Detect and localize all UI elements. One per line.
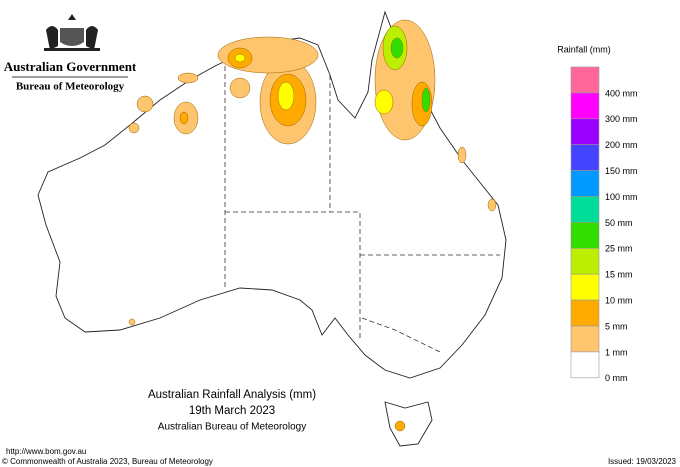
legend-swatch	[570, 273, 600, 301]
legend-label: 25 mm	[605, 244, 633, 254]
legend-label: 15 mm	[605, 270, 633, 280]
legend-label: 10 mm	[605, 295, 633, 305]
coat-of-arms	[44, 14, 100, 51]
legend-label: 50 mm	[605, 218, 633, 228]
bureau-name: Bureau of Meteorology	[16, 81, 125, 93]
legend-label: 100 mm	[605, 192, 638, 202]
map	[37, 10, 507, 447]
legend-swatch	[570, 118, 600, 146]
legend-label: 300 mm	[605, 114, 638, 124]
legend-swatch	[570, 196, 600, 223]
legend-swatch	[570, 170, 600, 197]
tasmania	[384, 401, 433, 447]
map-source: Australian Bureau of Meteorology	[158, 422, 306, 433]
state-border	[361, 317, 441, 353]
map-date: 19th March 2023	[189, 405, 275, 417]
map-title: Australian Rainfall Analysis (mm)	[148, 389, 316, 401]
legend-swatch	[570, 351, 600, 379]
legend-swatch	[570, 248, 600, 275]
government-name: Australian Government	[4, 59, 137, 74]
legend-swatch	[570, 66, 600, 94]
legend-label: 1 mm	[605, 347, 628, 357]
legend-label: 150 mm	[605, 166, 638, 176]
legend-swatch	[570, 92, 600, 120]
footer-issued: Issued: 19/03/2023	[608, 457, 677, 466]
legend-label: 0 mm	[605, 373, 628, 383]
footer-copyright: © Commonwealth of Australia 2023, Bureau…	[2, 457, 213, 466]
legend: Rainfall (mm) 400 mm 300 mm 200 mm 150 mm 10…	[557, 44, 637, 383]
legend-label: 5 mm	[605, 321, 628, 331]
legend-title: Rainfall (mm)	[557, 44, 611, 54]
legend-swatch	[570, 325, 600, 353]
rainfall-areas	[128, 19, 497, 432]
legend-swatch	[570, 144, 600, 171]
legend-swatch	[570, 222, 600, 249]
legend-label: 400 mm	[605, 88, 638, 98]
state-border	[225, 211, 361, 340]
footer-url: http://www.bom.gov.au	[6, 447, 86, 456]
legend-swatch	[570, 299, 600, 327]
legend-label: 200 mm	[605, 140, 638, 150]
